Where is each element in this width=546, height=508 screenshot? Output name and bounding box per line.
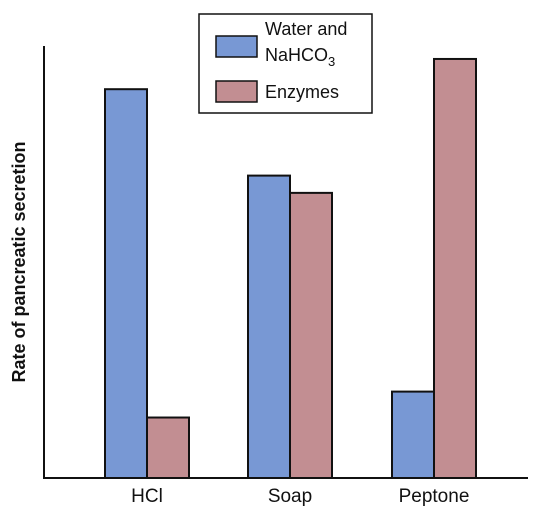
legend-swatch-water <box>215 35 258 58</box>
x-tick-labels: HCl Soap Peptone <box>131 486 469 507</box>
x-tick-label-peptone: Peptone <box>399 486 470 507</box>
legend-box <box>198 13 373 114</box>
x-tick-label-hcl: HCl <box>131 486 163 507</box>
bar-soap-water <box>247 174 291 479</box>
bar-soap-enzymes <box>289 191 333 479</box>
bar-hcl-enzymes <box>146 416 190 479</box>
legend-label-water-line2: NaHCO3 <box>265 45 335 69</box>
x-tick-label-soap: Soap <box>268 486 312 507</box>
legend-label-enzymes: Enzymes <box>265 82 339 102</box>
bars-group <box>104 57 477 480</box>
bar-peptone-enzymes <box>433 57 477 480</box>
y-axis-label: Rate of pancreatic secretion <box>9 141 29 382</box>
bar-hcl-water <box>104 88 148 479</box>
bar-peptone-water <box>391 390 435 480</box>
legend: Water and NaHCO3 Enzymes <box>198 13 373 114</box>
legend-label-water-line1: Water and <box>265 19 347 39</box>
legend-swatch-enzymes <box>215 80 258 103</box>
